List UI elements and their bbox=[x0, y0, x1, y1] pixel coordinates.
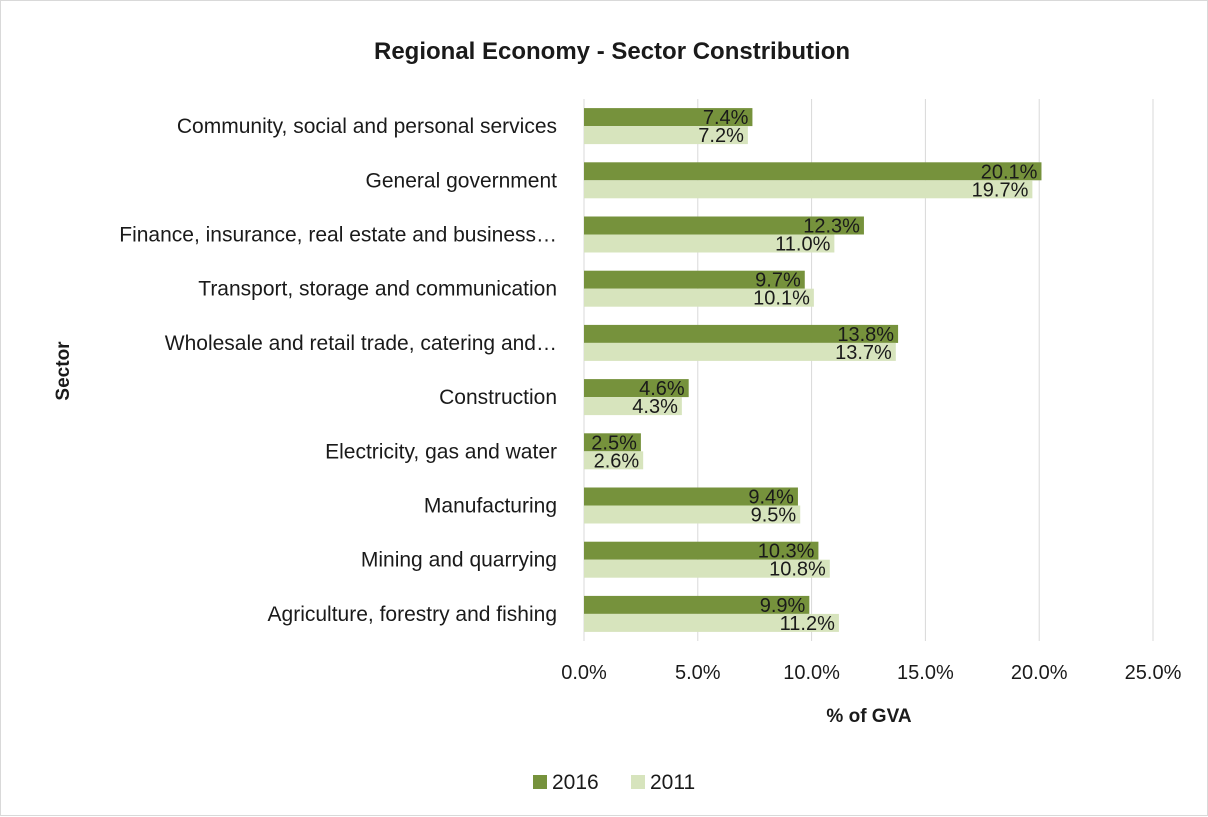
data-label-2016: 10.3% bbox=[758, 541, 815, 563]
x-tick-label: 5.0% bbox=[675, 662, 721, 684]
data-label-2011: 19.7% bbox=[972, 179, 1029, 201]
bars: 7.4%7.2% 20.1%19.7% 12.3%11.0% 9.7%10.1% 13.… bbox=[584, 107, 1042, 635]
category-label: Construction bbox=[439, 386, 557, 409]
bar-2016 bbox=[584, 595, 810, 614]
data-label-2011: 13.7% bbox=[835, 342, 892, 364]
data-label-2016: 12.3% bbox=[803, 216, 860, 238]
data-label-2011: 11.0% bbox=[775, 234, 830, 256]
category-label: Agriculture, forestry and fishing bbox=[268, 603, 557, 626]
data-label-2016: 20.1% bbox=[981, 161, 1038, 183]
bar-2016 bbox=[584, 541, 819, 560]
bar-2011 bbox=[584, 180, 1033, 199]
data-label-2011: 4.3% bbox=[632, 396, 678, 418]
x-tick-label: 10.0% bbox=[783, 662, 840, 684]
data-label-2011: 10.8% bbox=[769, 559, 826, 581]
legend-label-2011: 2011 bbox=[650, 771, 695, 794]
data-label-2011: 10.1% bbox=[753, 288, 810, 310]
data-label-2011: 11.2% bbox=[780, 613, 835, 635]
category-labels: Community, social and personal services G… bbox=[119, 115, 557, 626]
category-label: Wholesale and retail trade, catering and… bbox=[165, 332, 557, 355]
data-label-2011: 7.2% bbox=[698, 125, 744, 147]
bar-2011 bbox=[584, 234, 835, 253]
bar-2016 bbox=[584, 216, 864, 235]
data-label-2016: 7.4% bbox=[703, 107, 749, 129]
chart-title: Regional Economy - Sector Constribution bbox=[374, 38, 850, 65]
x-axis-title: % of GVA bbox=[826, 706, 911, 727]
bar-2011 bbox=[584, 451, 644, 470]
data-label-2016: 2.5% bbox=[591, 432, 637, 454]
y-axis-title: Sector bbox=[53, 341, 74, 401]
bar-2011 bbox=[584, 613, 839, 632]
bar-2016 bbox=[584, 270, 805, 289]
x-tick-label: 15.0% bbox=[897, 662, 954, 684]
bar-2011 bbox=[584, 342, 896, 361]
legend: 2016 2011 bbox=[533, 771, 695, 794]
bar-2011 bbox=[584, 288, 814, 307]
data-label-2016: 4.6% bbox=[639, 378, 685, 400]
legend-label-2016: 2016 bbox=[552, 771, 599, 794]
x-tick-label: 20.0% bbox=[1011, 662, 1068, 684]
category-label: Community, social and personal services bbox=[177, 115, 557, 138]
x-tick-labels: 0.0% 5.0% 10.0% 15.0% 20.0% 25.0% bbox=[561, 662, 1181, 684]
category-label: Manufacturing bbox=[424, 495, 557, 518]
bar-2016 bbox=[584, 379, 689, 398]
category-label: Electricity, gas and water bbox=[325, 440, 557, 463]
data-label-2016: 9.4% bbox=[748, 487, 794, 509]
x-tick-label: 25.0% bbox=[1125, 662, 1182, 684]
bar-2011 bbox=[584, 559, 830, 578]
bar-2011 bbox=[584, 397, 682, 416]
x-tick-label: 0.0% bbox=[561, 662, 607, 684]
bar-2016 bbox=[584, 433, 641, 452]
bar-2011 bbox=[584, 505, 801, 524]
data-label-2011: 9.5% bbox=[751, 505, 797, 527]
bar-2016 bbox=[584, 108, 753, 127]
data-label-2011: 2.6% bbox=[594, 450, 640, 472]
category-label: Finance, insurance, real estate and busi… bbox=[119, 224, 557, 247]
bar-2011 bbox=[584, 126, 748, 145]
data-label-2016: 13.8% bbox=[837, 324, 894, 346]
category-label: Transport, storage and communication bbox=[198, 278, 557, 301]
bar-2016 bbox=[584, 324, 899, 343]
category-label: Mining and quarrying bbox=[361, 549, 557, 572]
category-label: General government bbox=[366, 169, 558, 192]
legend-swatch-2016 bbox=[533, 775, 547, 789]
legend-swatch-2011 bbox=[631, 775, 645, 789]
bar-2016 bbox=[584, 162, 1042, 181]
data-label-2016: 9.9% bbox=[760, 595, 806, 617]
data-label-2016: 9.7% bbox=[755, 270, 801, 292]
bar-2016 bbox=[584, 487, 798, 506]
